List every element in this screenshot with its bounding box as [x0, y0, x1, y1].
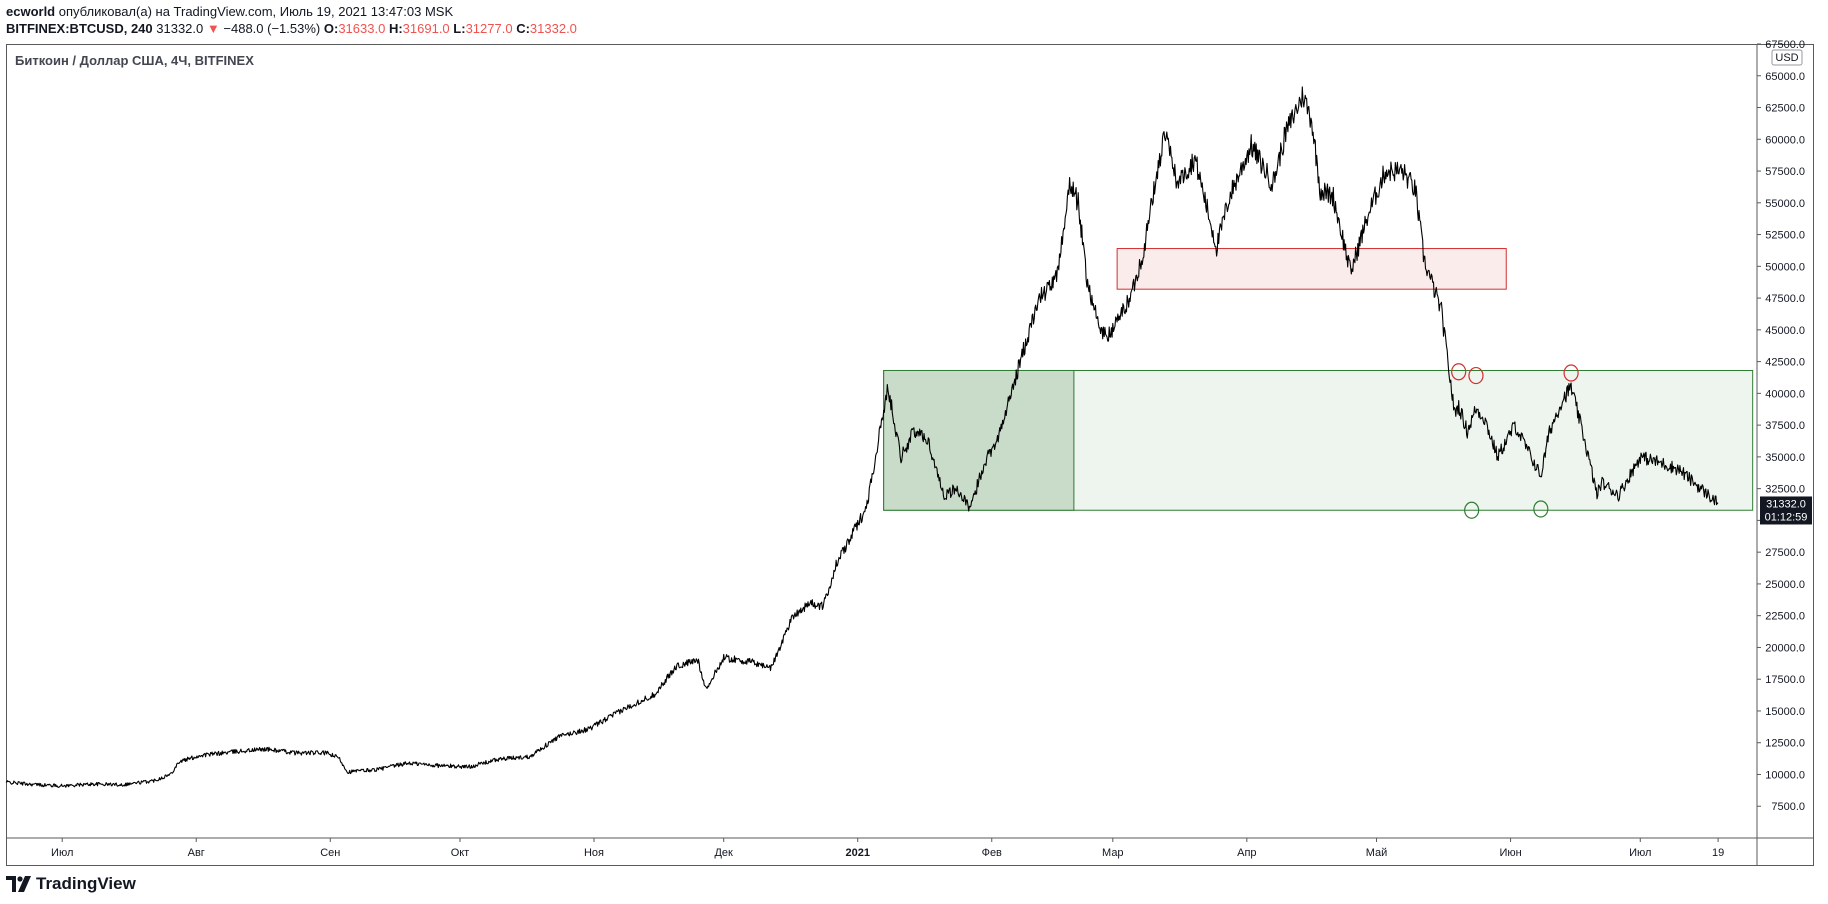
y-tick-label: 50000.0 — [1765, 261, 1805, 273]
y-tick-label: 12500.0 — [1765, 738, 1805, 750]
change-arrow-icon: ▼ — [206, 21, 220, 36]
author-name[interactable]: ecworld — [6, 4, 56, 19]
y-tick-label: 25000.0 — [1765, 579, 1805, 591]
tradingview-logo-icon — [6, 876, 31, 892]
last-price-tag-value: 31332.0 — [1766, 498, 1806, 510]
published-text: опубликовал(а) на TradingView.com, Июль … — [58, 4, 454, 19]
x-tick-label: Июл — [1629, 847, 1651, 859]
y-tick-label: 22500.0 — [1765, 611, 1805, 623]
green-circle-marker[interactable] — [1464, 501, 1480, 519]
price-change: −488.0 (−1.53%) — [223, 21, 321, 36]
x-tick-label: Сен — [320, 847, 340, 859]
y-tick-label: 45000.0 — [1765, 325, 1805, 337]
x-tick-label: 2021 — [845, 847, 869, 859]
open-value: 31633.0 — [338, 21, 386, 36]
low-label: L: — [453, 21, 466, 36]
x-tick-label: 19 — [1712, 847, 1724, 859]
x-tick-label: Мар — [1102, 847, 1124, 859]
x-tick-label: Май — [1366, 847, 1388, 859]
tradingview-logo[interactable]: TradingView — [6, 874, 136, 894]
resistance-zone[interactable] — [1116, 248, 1507, 290]
x-tick-label: Окт — [451, 847, 470, 859]
currency-badge[interactable]: USD — [1771, 49, 1803, 66]
time-axis[interactable]: Июл Авг Сен Окт Ноя Дек 2021 Фев Мар Апр Май Июн Июл… — [51, 838, 1724, 859]
y-tick-label: 47500.0 — [1765, 293, 1805, 305]
y-tick-label: 55000.0 — [1765, 198, 1805, 210]
tradingview-logo-text: TradingView — [36, 874, 136, 893]
x-tick-label: Авг — [188, 847, 205, 859]
bar-countdown: 01:12:59 — [1765, 511, 1808, 523]
last-price: 31332.0 — [156, 21, 204, 36]
red-circle-marker[interactable] — [1563, 364, 1579, 382]
close-label: C: — [516, 21, 530, 36]
x-tick-label: Апр — [1237, 847, 1256, 859]
y-tick-label: 67500.0 — [1765, 39, 1805, 51]
y-tick-label: 7500.0 — [1771, 801, 1805, 813]
y-tick-label: 32500.0 — [1765, 484, 1805, 496]
price-line — [5, 86, 1719, 788]
y-tick-label: 52500.0 — [1765, 230, 1805, 242]
symbol-label: BITFINEX:BTCUSD, 240 — [6, 21, 153, 36]
y-tick-label: 10000.0 — [1765, 769, 1805, 781]
x-tick-label: Фев — [982, 847, 1002, 859]
low-value: 31277.0 — [465, 21, 513, 36]
y-tick-label: 57500.0 — [1765, 166, 1805, 178]
support-range-highlight-zone[interactable] — [883, 369, 1075, 511]
chart-title: Биткоин / Доллар США, 4Ч, BITFINEX — [15, 53, 254, 68]
green-circle-marker[interactable] — [1533, 500, 1549, 518]
y-tick-label: 65000.0 — [1765, 71, 1805, 83]
currency-badge-label: USD — [1775, 52, 1798, 64]
chart-frame — [6, 44, 1814, 866]
publish-info: ecworld опубликовал(а) на TradingView.co… — [6, 4, 453, 19]
high-value: 31691.0 — [402, 21, 450, 36]
y-tick-label: 27500.0 — [1765, 547, 1805, 559]
price-axis[interactable]: 7500.0 10000.0 12500.0 15000.0 17500.0 20000.… — [1757, 39, 1805, 813]
y-tick-label: 60000.0 — [1765, 134, 1805, 146]
close-value: 31332.0 — [529, 21, 577, 36]
y-tick-label: 62500.0 — [1765, 103, 1805, 115]
y-tick-label: 17500.0 — [1765, 674, 1805, 686]
x-tick-label: Июн — [1499, 847, 1521, 859]
y-tick-label: 40000.0 — [1765, 388, 1805, 400]
x-tick-label: Июл — [51, 847, 73, 859]
red-circle-marker[interactable] — [1468, 366, 1484, 385]
x-tick-label: Ноя — [584, 847, 604, 859]
high-label: H: — [388, 21, 403, 36]
open-label: O: — [323, 21, 339, 36]
y-tick-label: 37500.0 — [1765, 420, 1805, 432]
y-tick-label: 42500.0 — [1765, 357, 1805, 369]
last-price-tag: 31332.0 01:12:59 — [1760, 496, 1812, 525]
y-tick-label: 35000.0 — [1765, 452, 1805, 464]
symbol-info: BITFINEX:BTCUSD, 240 31332.0 ▼ −488.0 (−… — [6, 21, 577, 36]
x-tick-label: Дек — [714, 847, 733, 859]
y-tick-label: 20000.0 — [1765, 642, 1805, 654]
red-circle-marker[interactable] — [1451, 363, 1467, 381]
y-tick-label: 15000.0 — [1765, 706, 1805, 718]
